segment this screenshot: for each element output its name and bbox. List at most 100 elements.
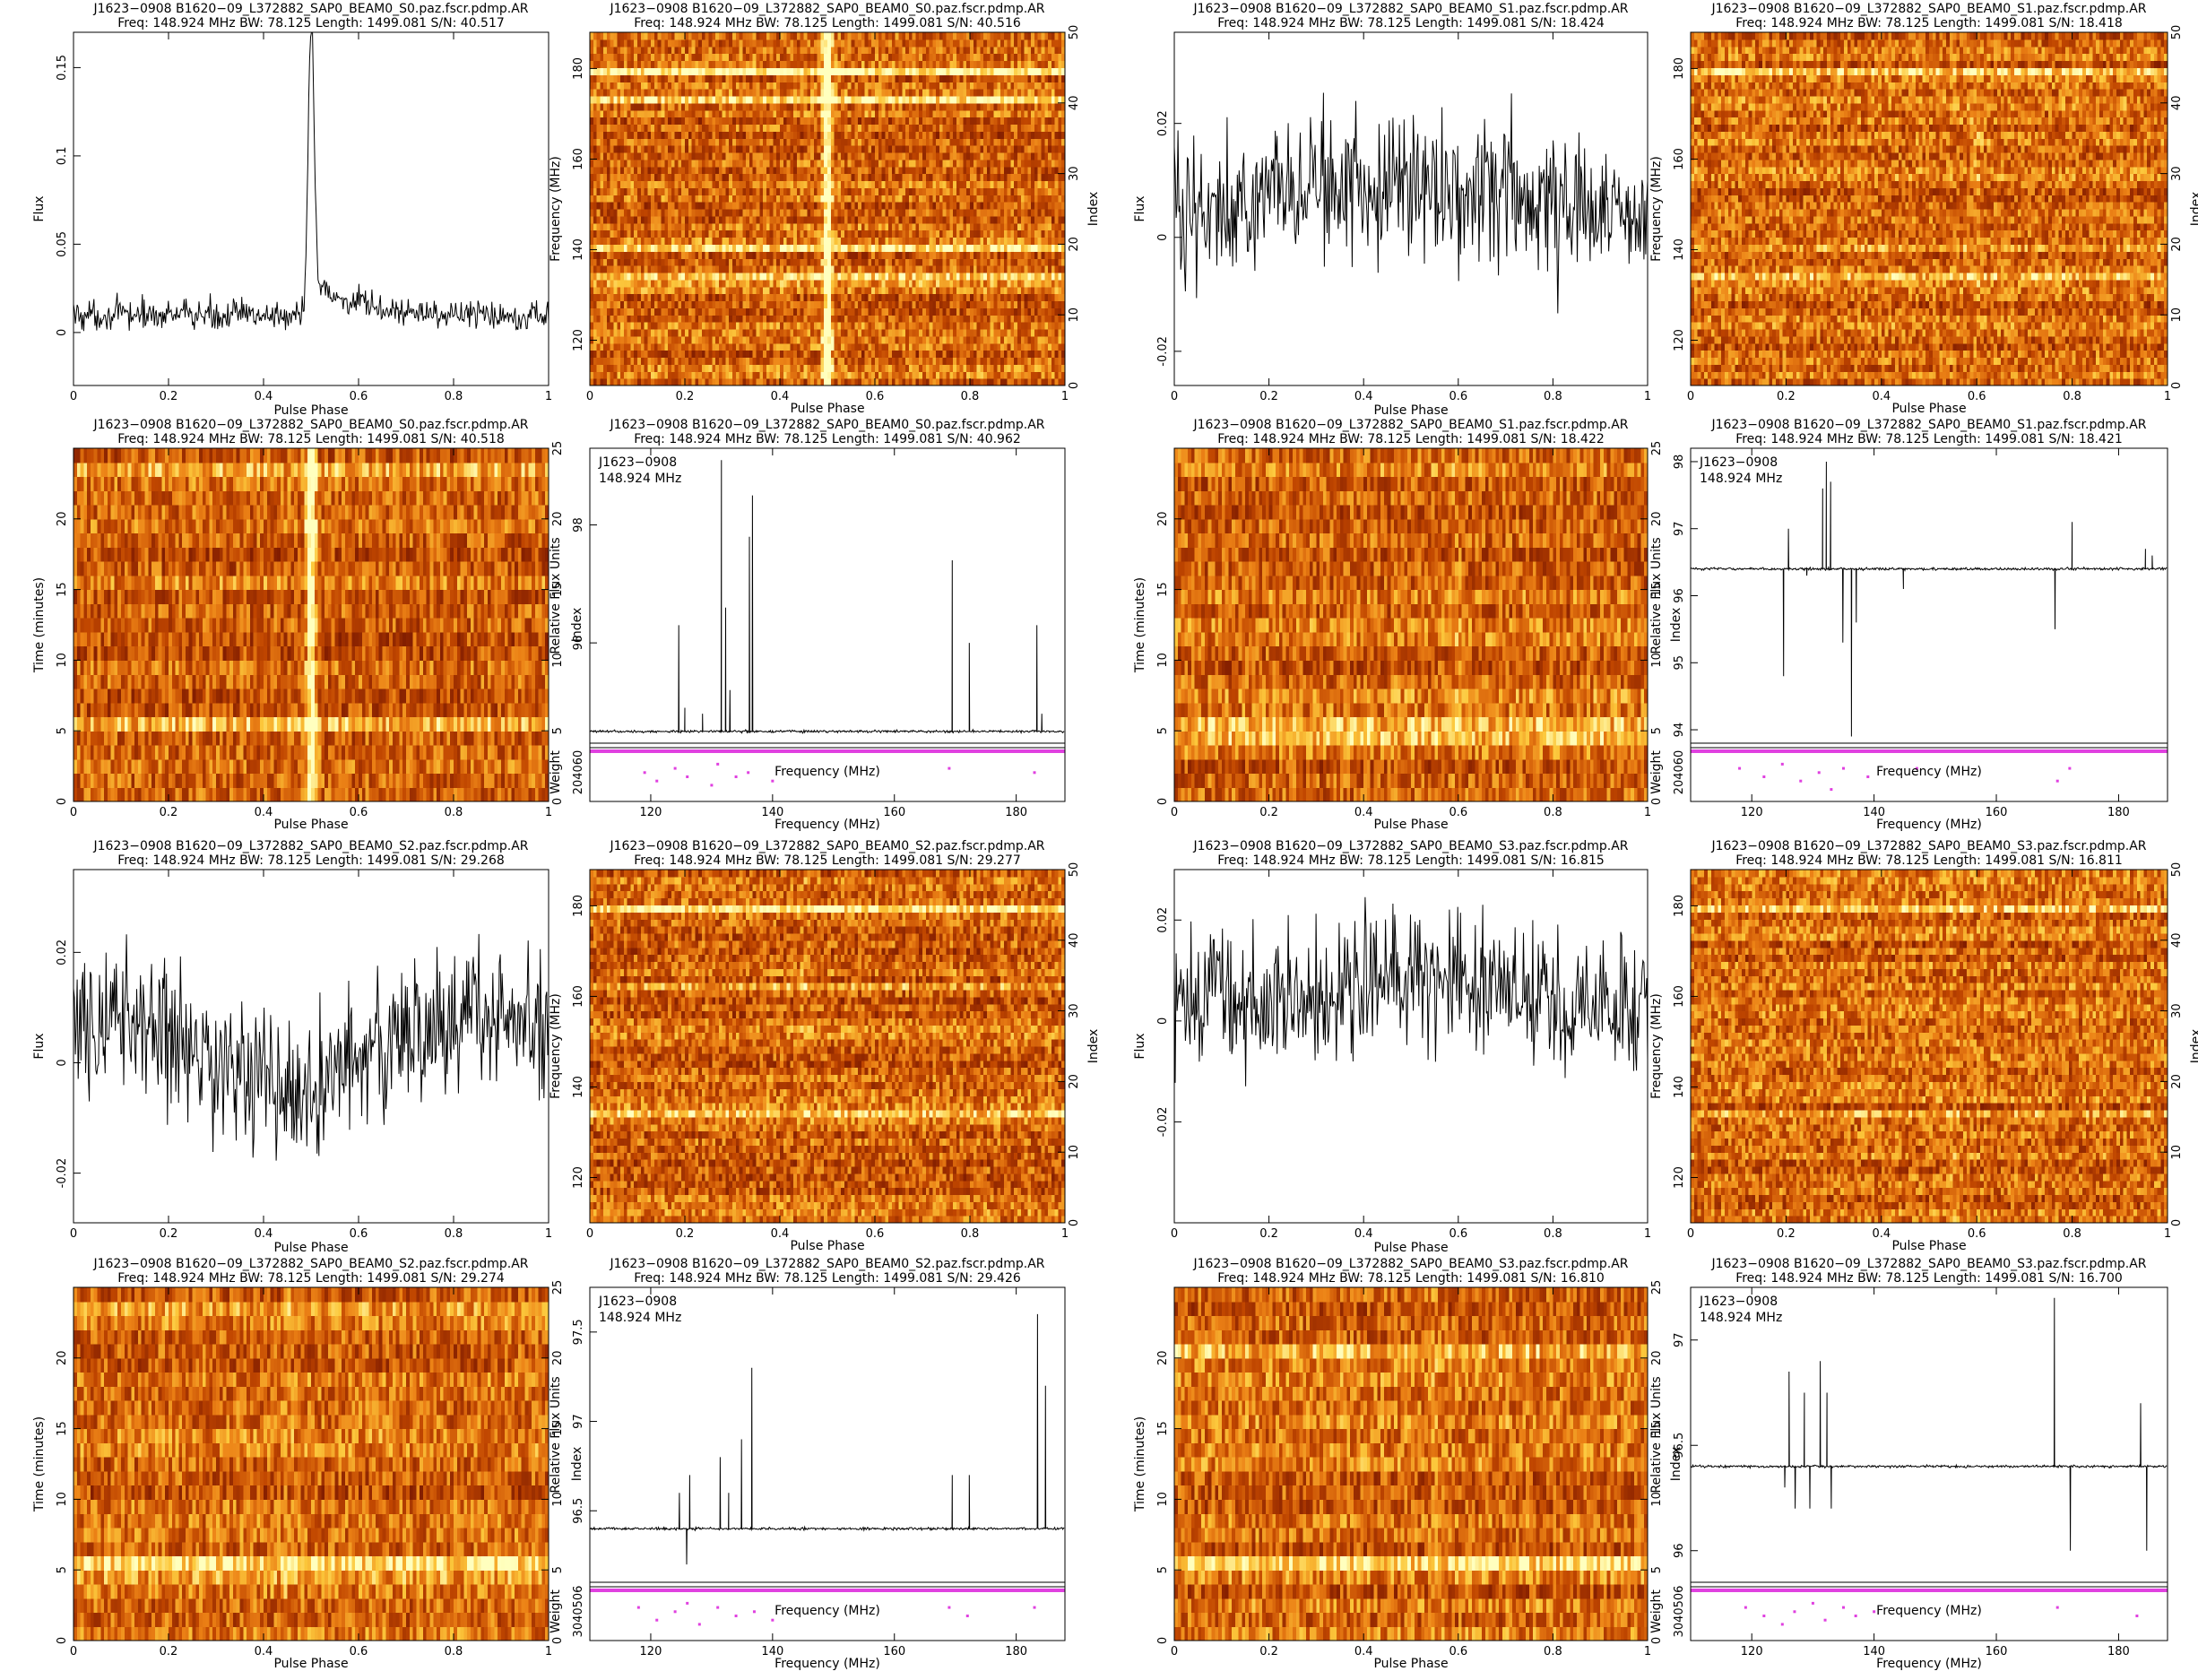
- heatmap-cell: [1014, 180, 1017, 187]
- heatmap-cell: [719, 202, 723, 209]
- heatmap-cell: [725, 160, 729, 167]
- heatmap-cell: [787, 364, 791, 371]
- heatmap-cell: [603, 209, 607, 216]
- heatmap-cell: [645, 258, 648, 265]
- heatmap-cell: [991, 195, 994, 202]
- heatmap-cell: [610, 138, 614, 145]
- heatmap-cell: [800, 180, 804, 187]
- heatmap-cell: [790, 371, 793, 378]
- heatmap-cell: [837, 364, 841, 371]
- heatmap-cell: [759, 371, 763, 378]
- heatmap-cell: [1021, 294, 1025, 301]
- heatmap-cell: [647, 195, 651, 202]
- heatmap-cell: [617, 307, 620, 315]
- heatmap-cell: [757, 364, 760, 371]
- heatmap-cell: [678, 351, 681, 358]
- heatmap-cell: [671, 265, 675, 273]
- heatmap-cell: [997, 300, 1000, 307]
- heatmap-cell: [600, 202, 603, 209]
- heatmap-cell: [759, 145, 763, 152]
- heatmap-cell: [627, 145, 631, 152]
- heatmap-cell: [804, 315, 808, 322]
- heatmap-cell: [827, 371, 831, 378]
- heatmap-cell: [759, 364, 763, 371]
- heatmap-cell: [980, 364, 983, 371]
- heatmap-cell: [913, 287, 916, 294]
- heatmap-cell: [1058, 145, 1061, 152]
- heatmap-cell: [590, 251, 593, 258]
- heatmap-cell: [709, 329, 713, 336]
- heatmap-cell: [654, 244, 658, 251]
- heatmap-cell: [620, 195, 624, 202]
- heatmap-cell: [913, 244, 916, 251]
- heatmap-cell: [607, 195, 610, 202]
- heatmap-cell: [740, 322, 743, 329]
- heatmap-cell: [1038, 174, 1042, 181]
- heatmap-cell: [966, 195, 970, 202]
- heatmap-cell: [936, 216, 939, 223]
- heatmap-cell: [820, 280, 824, 287]
- heatmap-cell: [787, 258, 791, 265]
- heatmap-cell: [597, 364, 601, 371]
- heatmap-cell: [780, 180, 783, 187]
- heatmap-cell: [926, 336, 930, 343]
- heatmap-cell: [1031, 265, 1034, 273]
- heatmap-cell: [899, 187, 903, 195]
- heatmap-cell: [1014, 187, 1017, 195]
- heatmap-cell: [725, 145, 729, 152]
- heatmap-cell: [932, 174, 936, 181]
- heatmap-cell: [974, 152, 977, 160]
- heatmap-cell: [1048, 152, 1051, 160]
- heatmap-cell: [987, 307, 991, 315]
- heatmap-cell: [949, 273, 953, 280]
- heatmap-cell: [896, 195, 899, 202]
- heatmap-cell: [1008, 152, 1011, 160]
- heatmap-cell: [593, 167, 597, 174]
- heatmap-cell: [974, 273, 977, 280]
- heatmap-cell: [930, 371, 933, 378]
- heatmap-cell: [1027, 209, 1031, 216]
- heatmap-cell: [614, 145, 618, 152]
- heatmap-cell: [943, 265, 947, 273]
- heatmap-cell: [909, 251, 913, 258]
- heatmap-cell: [597, 167, 601, 174]
- heatmap-cell: [692, 371, 696, 378]
- heatmap-cell: [861, 195, 865, 202]
- heatmap-cell: [634, 357, 637, 364]
- heatmap-cell: [790, 251, 793, 258]
- heatmap-cell: [723, 280, 726, 287]
- heatmap-cell: [617, 131, 620, 138]
- heatmap-cell: [793, 216, 797, 223]
- heatmap-cell: [902, 244, 905, 251]
- heatmap-cell: [913, 145, 916, 152]
- heatmap-cell: [913, 216, 916, 223]
- heatmap-cell: [630, 357, 634, 364]
- heatmap-cell: [844, 167, 848, 174]
- heatmap-cell: [736, 357, 740, 364]
- heatmap-cell: [729, 238, 732, 245]
- heatmap-cell: [966, 223, 970, 230]
- heatmap-cell: [658, 138, 662, 145]
- heatmap-cell: [939, 351, 943, 358]
- heatmap-cell: [841, 300, 844, 307]
- heatmap-cell: [630, 230, 634, 238]
- heatmap-cell: [835, 294, 838, 301]
- heatmap-cell: [766, 343, 770, 351]
- heatmap-cell: [732, 280, 736, 287]
- heatmap-cell: [1017, 357, 1021, 364]
- heatmap-cell: [820, 265, 824, 273]
- heatmap-cell: [905, 329, 909, 336]
- heatmap-cell: [871, 238, 875, 245]
- heatmap-cell: [759, 216, 763, 223]
- heatmap-cell: [926, 251, 930, 258]
- heatmap-cell: [896, 202, 899, 209]
- heatmap-cell: [712, 216, 715, 223]
- heatmap-cell: [793, 202, 797, 209]
- heatmap-cell: [770, 265, 774, 273]
- heatmap-cell: [651, 351, 654, 358]
- heatmap-cell: [725, 216, 729, 223]
- heatmap-cell: [685, 315, 688, 322]
- heatmap-cell: [1044, 174, 1048, 181]
- heatmap-cell: [1038, 238, 1042, 245]
- heatmap-cell: [763, 202, 766, 209]
